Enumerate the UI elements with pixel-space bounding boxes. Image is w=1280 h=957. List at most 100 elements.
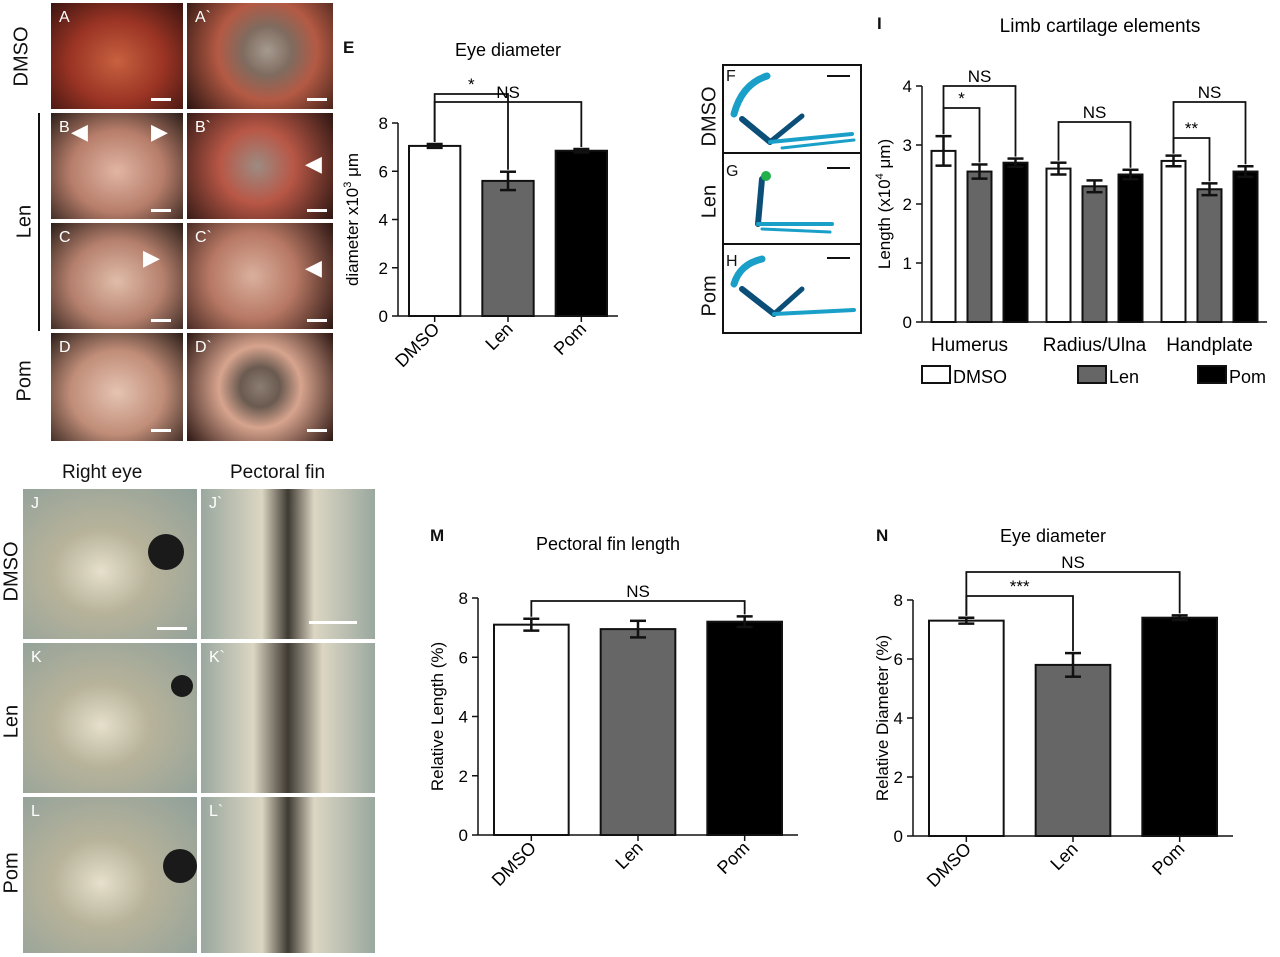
photo-letter: D`: [195, 339, 212, 356]
limb-skeleton-len: [755, 171, 834, 234]
scale-bar: [307, 319, 327, 322]
chart-limb-cartilage: Limb cartilage elements 0 1 2 3 4 Length (x104…: [874, 16, 1267, 387]
row-label-dmso-top: DMSO: [10, 26, 33, 87]
x-tick-label: Len: [611, 838, 646, 873]
bar: [928, 619, 1005, 838]
photo-letter: K: [31, 649, 42, 666]
photo-letter: C`: [195, 229, 212, 246]
photo-letter: D: [59, 339, 71, 356]
scale-bar: [151, 319, 171, 322]
row-label-dmso-F: DMSO: [698, 86, 721, 147]
x-category-label: Handplate: [1166, 335, 1253, 356]
eye-dot: [163, 849, 197, 883]
x-tick-label: Pom: [550, 319, 590, 359]
bar: [930, 149, 957, 323]
row-label-len-G: Len: [698, 184, 721, 219]
panel-letter-N: N: [876, 526, 889, 545]
significance-label: NS: [626, 582, 650, 601]
cartilage-divider: [722, 152, 862, 154]
y-tick-label: 0: [379, 307, 388, 326]
row-label-len-bottom: Len: [0, 704, 23, 739]
chart-eye-diameter-zebrafish: Eye diameter 0 2 4 6 8 Relative Diameter (%) DM…: [873, 526, 1233, 891]
y-tick-label: 8: [894, 591, 903, 610]
bar: [554, 149, 609, 318]
bar: [1232, 170, 1259, 323]
y-tick-label: 3: [903, 136, 912, 155]
bar: [1196, 188, 1223, 323]
x-tick-label: Pom: [713, 838, 753, 878]
legend-label: DMSO: [953, 367, 1007, 387]
y-tick-label: 0: [903, 313, 912, 332]
y-tick-label: 0: [894, 827, 903, 846]
photo-A-prime: A`: [186, 2, 334, 110]
bar: [706, 620, 784, 836]
significance-bracket: [433, 101, 583, 148]
legend-swatch: [921, 365, 951, 384]
row-label-pom-bottom: Pom: [0, 852, 23, 894]
bar: [1160, 159, 1187, 323]
photo-letter-F: F: [726, 68, 736, 85]
y-tick-label: 4: [459, 708, 468, 727]
y-tick-label: 8: [379, 114, 388, 133]
significance-label: NS: [1061, 553, 1085, 572]
y-tick-label: 2: [459, 767, 468, 786]
x-tick-label: Pom: [1148, 839, 1188, 879]
bar: [493, 623, 570, 836]
photo-letter: L`: [209, 803, 224, 820]
scale-bar: [309, 621, 357, 624]
arrowhead-icon: ▶: [143, 245, 160, 270]
photo-D: D: [50, 332, 184, 442]
x-tick-label: DMSO: [391, 319, 443, 371]
photo-C-prime: C` ◀: [186, 222, 334, 330]
y-tick-label: 2: [379, 259, 388, 278]
y-tick-label: 6: [379, 162, 388, 181]
photo-K-prime: K`: [200, 642, 376, 794]
limb-skeleton-pom: [730, 255, 856, 317]
col-title-right-eye: Right eye: [62, 462, 143, 483]
bar: [481, 179, 535, 317]
panel-letter-M: M: [430, 526, 445, 545]
chart-title: Eye diameter: [455, 40, 561, 60]
photo-letter: B: [59, 119, 70, 136]
chart-title: Limb cartilage elements: [1000, 16, 1201, 37]
bar: [1002, 161, 1029, 323]
scale-bar: [151, 209, 171, 212]
photo-J: J: [22, 488, 198, 640]
significance-bracket: [530, 600, 746, 617]
significance-bracket: [942, 85, 1017, 157]
scale-bar: [307, 209, 327, 212]
photo-letter: J`: [209, 495, 223, 512]
bar: [1141, 616, 1219, 837]
photo-B: B ◀ ▶: [50, 112, 184, 220]
row-label-dmso-bottom: DMSO: [0, 541, 23, 602]
y-tick-label: 2: [903, 195, 912, 214]
y-tick-label: 6: [459, 648, 468, 667]
scale-bar: [157, 627, 187, 630]
y-tick-label: 4: [894, 709, 903, 728]
x-category-label: Radius/Ulna: [1043, 335, 1147, 356]
x-tick-label: DMSO: [488, 838, 540, 890]
photo-D-prime: D`: [186, 332, 334, 442]
photo-B-prime: B` ◀: [186, 112, 334, 220]
legend-label: Pom: [1229, 367, 1266, 387]
limb-skeleton-dmso: [730, 72, 856, 150]
scale-bar: [307, 98, 327, 101]
significance-bracket: [1172, 101, 1247, 165]
photo-letter: L: [31, 803, 40, 820]
limb-skeleton-images: [730, 72, 856, 317]
photo-letter: C: [59, 229, 71, 246]
panel-letter-E: E: [343, 38, 355, 57]
arrowhead-icon: ▶: [151, 119, 168, 144]
photo-J-prime: J`: [200, 488, 376, 640]
scale-bar: [151, 429, 171, 432]
significance-bracket: [965, 571, 1181, 616]
significance-label: ***: [1010, 577, 1030, 596]
bar: [408, 144, 462, 317]
scale-bar: [151, 98, 171, 101]
bar: [966, 170, 993, 323]
photo-L: L: [22, 796, 198, 954]
significance-label: *: [468, 75, 475, 94]
row-label-len-top: Len: [13, 204, 36, 239]
chart-title: Eye diameter: [1000, 526, 1106, 546]
x-tick-label: DMSO: [923, 839, 975, 891]
